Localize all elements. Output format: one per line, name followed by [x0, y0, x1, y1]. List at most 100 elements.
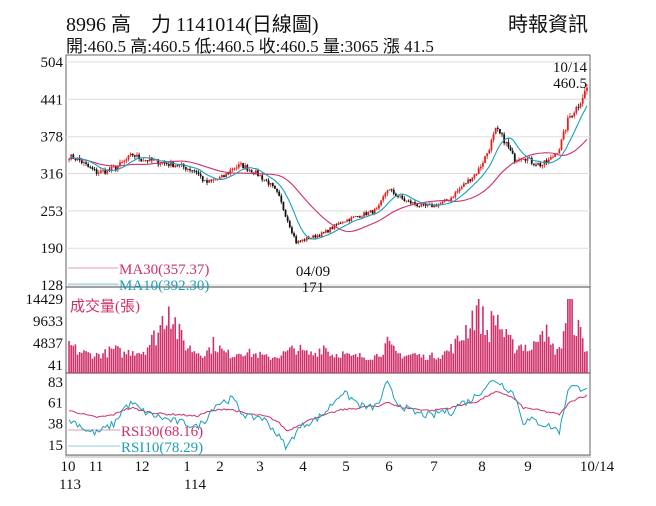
volume-bar — [356, 357, 359, 373]
candle-body — [288, 221, 291, 228]
candle-body — [348, 219, 351, 221]
candle-body — [108, 169, 111, 171]
volume-bar — [112, 348, 115, 373]
volume-bar — [318, 348, 321, 373]
volume-bar — [420, 357, 423, 373]
candle-body — [486, 153, 489, 157]
volume-bar — [114, 345, 117, 373]
volume-bar — [72, 345, 75, 373]
volume-bar — [550, 344, 552, 373]
volume-bar — [104, 349, 106, 373]
candle-body — [560, 139, 563, 150]
volume-bar — [435, 359, 438, 373]
volume-bar — [399, 353, 401, 373]
candle-body — [341, 222, 344, 224]
candle-body — [112, 166, 115, 168]
candle-body — [335, 224, 338, 226]
volume-bar — [446, 350, 448, 373]
candle-body — [146, 160, 149, 162]
volume-bar — [201, 357, 204, 373]
volume-bar — [386, 336, 389, 373]
volume-bar — [518, 345, 520, 373]
volume-bar — [214, 351, 217, 373]
volume-bar — [223, 350, 225, 373]
candle-body — [148, 157, 151, 162]
volume-bar — [121, 357, 123, 373]
volume-bar — [467, 338, 469, 373]
candle-body — [127, 155, 130, 160]
candle-body — [369, 210, 372, 212]
candle-body — [569, 116, 571, 118]
volume-bar — [159, 325, 162, 373]
volume-bar — [539, 334, 542, 373]
volume-bar — [507, 334, 510, 373]
volume-bar — [477, 299, 480, 373]
x-tick-label: 5 — [342, 459, 350, 475]
volume-bar — [310, 351, 312, 373]
volume-bar — [390, 344, 393, 373]
candle-body — [441, 201, 444, 204]
candle-body — [520, 159, 523, 161]
x-tick-label: 11 — [89, 459, 103, 475]
volume-bar — [316, 356, 319, 373]
candle-body — [163, 162, 166, 164]
volume-bar — [288, 347, 291, 373]
volume-bar — [488, 342, 491, 373]
candle-body — [76, 157, 79, 161]
candle-body — [469, 179, 472, 182]
volume-bar — [129, 355, 132, 373]
volume-bar — [533, 341, 535, 373]
x-tick-label: 4 — [299, 459, 307, 475]
volume-bar — [484, 334, 486, 373]
candle-body — [496, 127, 499, 130]
candle-body — [104, 170, 107, 174]
candle-body — [119, 162, 121, 166]
volume-bar — [545, 324, 548, 373]
volume-bar — [291, 345, 293, 373]
volume-bar — [142, 351, 145, 373]
candle-body — [214, 179, 217, 181]
volume-bar — [91, 358, 94, 373]
volume-bar — [286, 350, 289, 373]
candle-body — [265, 179, 268, 181]
volume-bar — [106, 357, 109, 373]
candle-body — [586, 87, 588, 91]
candle-body — [280, 195, 283, 203]
volume-bar — [146, 347, 149, 373]
volume-bar — [378, 356, 380, 373]
candle-body — [297, 240, 300, 244]
volume-bar — [74, 344, 77, 373]
candle-body — [248, 169, 251, 171]
volume-bar — [560, 348, 563, 373]
candle-body — [579, 103, 582, 108]
candle-body — [488, 150, 491, 154]
low-price-label: 171 — [302, 280, 325, 296]
volume-bar — [416, 355, 418, 373]
volume-bar — [526, 351, 529, 373]
volume-bar — [501, 329, 503, 373]
candle-body — [320, 232, 323, 237]
candle-body — [178, 164, 181, 167]
volume-bar — [346, 353, 348, 373]
volume-bar — [238, 353, 240, 373]
candle-body — [475, 174, 478, 175]
x-tick-label: 2 — [216, 459, 224, 475]
candle-body — [462, 183, 465, 187]
candle-body — [85, 162, 87, 164]
candle-body — [501, 133, 503, 135]
volume-bar — [344, 354, 346, 373]
candle-body — [291, 227, 293, 234]
candle-body — [206, 180, 208, 183]
volume-bar — [225, 352, 227, 373]
candle-body — [352, 216, 355, 218]
candle-body — [409, 200, 412, 204]
volume-bar — [119, 347, 121, 373]
candle-body — [426, 204, 429, 206]
volume-bar — [465, 324, 467, 373]
volume-bar — [189, 345, 191, 373]
price-tick-label: 253 — [41, 204, 64, 220]
volume-bar — [441, 354, 444, 373]
price-tick-label: 128 — [41, 278, 64, 294]
candle-body — [509, 147, 512, 151]
